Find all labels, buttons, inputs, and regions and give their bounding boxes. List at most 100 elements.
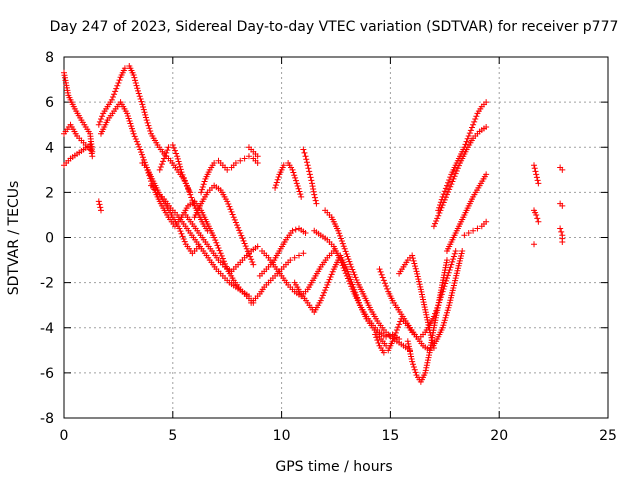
data-point: [474, 225, 481, 232]
data-point: [291, 172, 298, 179]
data-point: [198, 186, 205, 193]
x-tick-label: 20: [490, 428, 508, 444]
data-point: [422, 309, 429, 316]
data-point: [372, 331, 379, 338]
data-point: [535, 218, 542, 225]
data-point: [422, 369, 429, 376]
data-point: [141, 109, 148, 116]
data-point: [180, 236, 187, 243]
data-point: [231, 216, 238, 223]
x-tick-label: 15: [381, 428, 399, 444]
data-point: [376, 266, 383, 273]
data-point: [533, 211, 540, 218]
data-point: [443, 309, 450, 316]
data-point: [351, 271, 358, 278]
data-point: [412, 369, 419, 376]
data-point: [441, 196, 448, 203]
data-point: [440, 199, 447, 206]
data-point: [292, 174, 299, 181]
data-point: [533, 171, 540, 178]
data-point: [136, 143, 143, 150]
data-point: [247, 253, 254, 260]
data-point: [114, 82, 121, 89]
data-point: [183, 183, 190, 190]
data-point: [467, 127, 474, 134]
data-point: [470, 227, 477, 234]
data-point: [452, 170, 459, 177]
data-point: [422, 367, 429, 374]
data-point: [174, 155, 181, 162]
data-point: [471, 118, 478, 125]
data-point: [162, 152, 169, 159]
data-point: [340, 264, 347, 271]
data-point: [443, 277, 450, 284]
data-point: [422, 306, 429, 313]
data-point: [303, 156, 310, 163]
data-point: [439, 288, 446, 295]
ticks-layer: 0 5 10 15 20 25 -8 -6 -4 -2 0 2 4 6 8: [40, 50, 617, 444]
data-point: [391, 332, 398, 339]
series-track-ac: [430, 123, 490, 230]
x-axis-label: GPS time / hours: [275, 459, 392, 475]
data-point: [218, 252, 225, 259]
data-point: [432, 310, 439, 317]
data-point: [380, 277, 387, 284]
data-point: [178, 230, 185, 237]
data-point: [378, 271, 385, 278]
series-track-i: [182, 211, 261, 275]
data-point: [254, 243, 261, 250]
data-point: [440, 322, 447, 329]
data-point: [453, 167, 460, 174]
data-point: [232, 219, 239, 226]
y-axis-label: SDTVAR / TECUs: [6, 181, 22, 296]
data-point: [337, 235, 344, 242]
data-point: [173, 150, 180, 157]
data-point: [348, 263, 355, 270]
data-point: [483, 171, 490, 178]
data-point: [131, 133, 138, 140]
data-point: [245, 153, 252, 160]
data-point: [95, 198, 102, 205]
data-point: [346, 278, 353, 285]
data-point: [347, 261, 354, 268]
data-point: [442, 280, 449, 287]
data-point: [337, 232, 344, 239]
data-point: [99, 113, 106, 120]
data-point: [531, 241, 538, 248]
data-point: [441, 319, 448, 326]
data-point: [392, 329, 399, 336]
series-track-u: [322, 207, 413, 354]
data-point: [377, 268, 384, 275]
data-point: [130, 130, 137, 137]
data-point: [134, 141, 141, 148]
data-point: [309, 180, 316, 187]
data-point: [420, 296, 427, 303]
data-point: [245, 251, 252, 258]
data-point: [142, 111, 149, 118]
data-point: [473, 113, 480, 120]
data-point: [129, 128, 136, 135]
data-point: [146, 172, 153, 179]
data-point: [229, 211, 236, 218]
data-point: [294, 183, 301, 190]
data-point: [302, 153, 309, 160]
data-point: [317, 297, 324, 304]
data-point: [342, 270, 349, 277]
series-track-ad: [443, 171, 490, 255]
data-point: [242, 243, 249, 250]
series-track-af: [531, 162, 542, 187]
data-point: [444, 307, 451, 314]
x-tick-label: 5: [168, 428, 177, 444]
data-point: [348, 283, 355, 290]
data-point: [532, 168, 539, 175]
data-point: [88, 147, 95, 154]
data-point: [87, 146, 94, 153]
series-track-c: [61, 121, 94, 153]
data-point: [379, 274, 386, 281]
series-track-ah: [531, 241, 538, 248]
data-point: [469, 124, 475, 131]
data-point: [142, 114, 149, 121]
data-point: [138, 98, 145, 105]
series-track-o: [256, 225, 309, 279]
data-point: [144, 167, 151, 174]
